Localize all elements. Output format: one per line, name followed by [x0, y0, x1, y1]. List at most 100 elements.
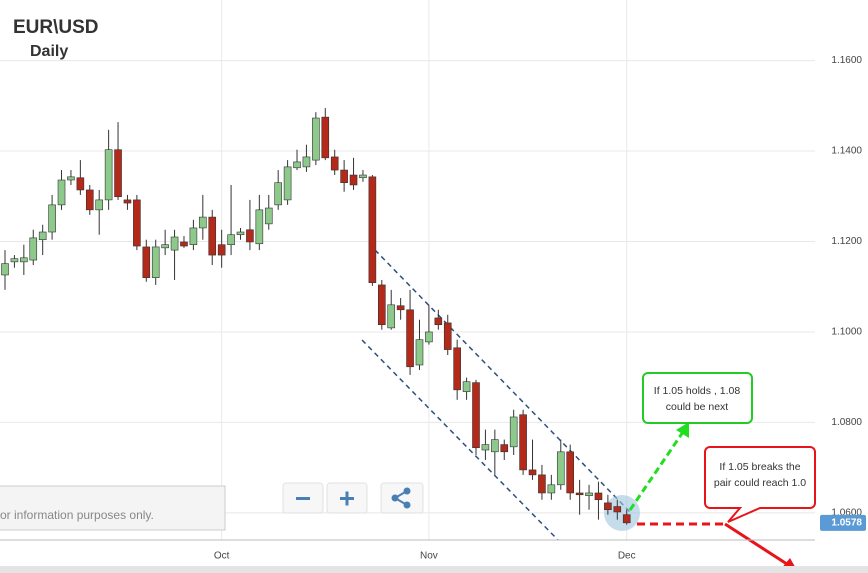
- channel-upper: [374, 249, 631, 513]
- candle-body: [29, 237, 38, 261]
- candle-body: [217, 244, 226, 256]
- candle-body: [67, 176, 75, 181]
- up-arrow-head: [676, 422, 689, 438]
- candle-body: [208, 216, 217, 256]
- candle-body: [227, 234, 235, 245]
- candle-body: [10, 258, 19, 263]
- bottom-strip: [0, 566, 868, 573]
- candle-body: [538, 474, 546, 494]
- disclaimer: or information purposes only.: [0, 508, 154, 522]
- candle-body: [57, 179, 66, 206]
- candle-body: [76, 177, 85, 191]
- candle-body: [575, 492, 584, 496]
- candle-body: [594, 492, 603, 501]
- candle-body: [321, 116, 330, 159]
- annotation-text: If 1.05 breaks the: [719, 461, 800, 473]
- chart-title: EUR\USD: [13, 17, 99, 38]
- candle-body: [491, 439, 499, 453]
- candle-body: [359, 174, 367, 179]
- x-tick-label: Oct: [214, 551, 230, 562]
- x-tick-label: Nov: [420, 551, 438, 562]
- candle-body: [312, 117, 320, 161]
- candle-body: [349, 174, 358, 186]
- candle-body: [1, 263, 9, 276]
- candle-body: [613, 506, 622, 513]
- down-arrow: [724, 522, 791, 568]
- candle-body: [38, 231, 47, 240]
- y-tick-label: 1.0600: [831, 508, 862, 519]
- candle-body: [236, 231, 245, 236]
- candle-body: [368, 176, 377, 283]
- annotation-text: If 1.05 holds , 1.08: [654, 385, 741, 397]
- candle-body: [377, 284, 386, 326]
- y-tick-label: 1.1400: [831, 146, 862, 157]
- zoom-in-button[interactable]: [326, 482, 368, 514]
- candle-body: [396, 305, 405, 311]
- annotation-box-up: [642, 372, 753, 424]
- zoom-out-button[interactable]: [282, 482, 324, 514]
- up-arrow: [628, 431, 685, 511]
- candle-body: [330, 156, 339, 171]
- candle-body: [189, 227, 198, 245]
- last-price-box: [820, 514, 866, 531]
- annotation-box-down: [704, 446, 816, 523]
- candle-body: [20, 257, 28, 263]
- annotation-text: could be next: [666, 401, 729, 413]
- candle-body: [453, 347, 461, 391]
- candle-body: [255, 209, 264, 245]
- candle-body: [528, 469, 537, 476]
- candle-body: [170, 236, 179, 251]
- candle-body: [302, 156, 311, 168]
- y-tick-label: 1.0800: [831, 417, 862, 428]
- candle-body: [566, 451, 575, 494]
- highlight-circle: [604, 495, 640, 531]
- candle-body: [85, 189, 94, 211]
- last-price-label: 1.0578: [831, 517, 862, 528]
- candle-body: [283, 166, 292, 201]
- share-button[interactable]: [380, 482, 424, 514]
- candle-body: [151, 246, 160, 278]
- candle-body: [556, 451, 565, 486]
- candle-body: [604, 502, 612, 510]
- candle-body: [104, 149, 113, 201]
- channel-lower: [361, 339, 559, 541]
- candle-body: [585, 492, 593, 496]
- candle-body: [547, 484, 556, 494]
- candle-body: [434, 317, 443, 326]
- candle-body: [48, 204, 56, 233]
- candle-body: [500, 444, 509, 453]
- candle-body: [415, 339, 424, 366]
- candle-body: [509, 416, 518, 448]
- candle-body: [114, 149, 122, 198]
- candle-body: [274, 182, 282, 206]
- annotation-text: pair could reach 1.0: [714, 477, 806, 489]
- y-tick-label: 1.1600: [831, 55, 862, 66]
- candle-body: [180, 241, 188, 247]
- chart-subtitle: Daily: [30, 43, 68, 60]
- candles: [1, 108, 631, 525]
- candle-body: [462, 381, 471, 392]
- candle-body: [425, 331, 433, 343]
- candle-body: [123, 199, 132, 204]
- candle-body: [142, 246, 151, 278]
- candle-body: [406, 309, 414, 368]
- candle-body: [133, 199, 141, 247]
- candle-body: [443, 322, 452, 350]
- candle-body: [246, 229, 254, 243]
- candle-body: [95, 199, 103, 211]
- candle-body: [293, 161, 301, 169]
- candle-body: [264, 207, 273, 225]
- candle-body: [519, 414, 527, 471]
- y-tick-label: 1.1000: [831, 327, 862, 338]
- candle-body: [622, 514, 631, 524]
- candle-body: [340, 169, 348, 184]
- y-tick-label: 1.1200: [831, 236, 862, 247]
- x-tick-label: Dec: [618, 551, 636, 562]
- candle-body: [481, 444, 490, 451]
- candle-body: [472, 382, 480, 449]
- candle-body: [199, 216, 207, 229]
- candle-body: [161, 244, 169, 249]
- candle-body: [387, 304, 396, 329]
- disclaimer-box: [0, 485, 226, 531]
